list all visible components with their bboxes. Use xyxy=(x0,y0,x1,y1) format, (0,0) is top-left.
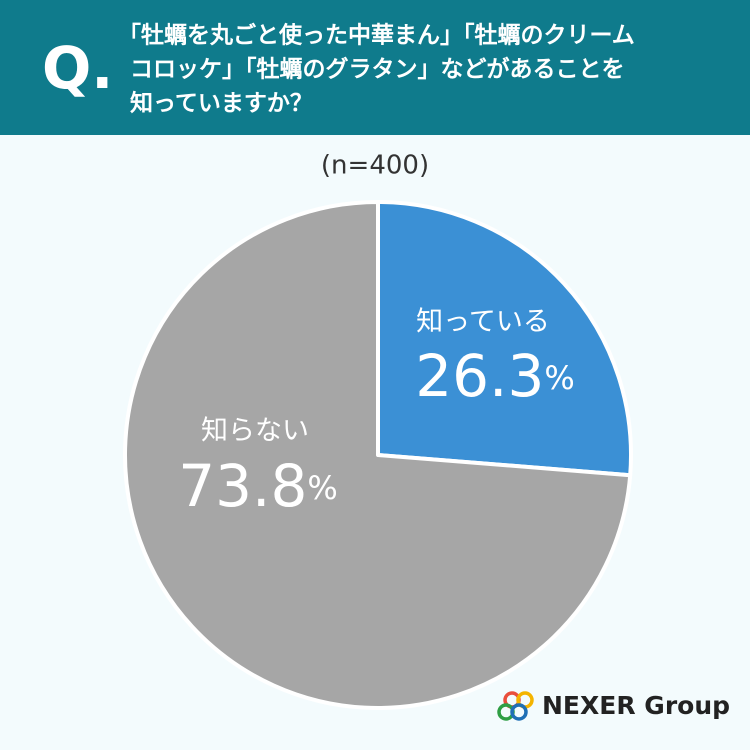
header-band xyxy=(0,0,750,135)
pie xyxy=(123,200,633,710)
value-label: 26.3% xyxy=(415,342,575,410)
logo: NEXER Group xyxy=(497,691,730,721)
chart-subtitle: (n=400) xyxy=(321,151,429,181)
pie-labels: 知っている 26.3% 知らない 73.8% xyxy=(178,307,575,521)
question-line: コロッケ」「牡蠣のグラタン」などがあることを xyxy=(130,56,625,83)
question-line: 「牡蠣を丸ごと使った中華まん」「牡蠣のクリーム xyxy=(118,22,635,49)
question-mark: Q. xyxy=(42,34,113,102)
slice-label: 知らない xyxy=(201,416,309,447)
logo-text: NEXER Group xyxy=(542,691,730,720)
pie-slice xyxy=(376,200,633,478)
pie-slice xyxy=(123,200,633,710)
slice-label: 知っている xyxy=(416,307,550,338)
question-line: 知っていますか？ xyxy=(130,90,313,117)
logo-icon xyxy=(510,703,528,721)
value-label: 73.8% xyxy=(178,452,338,520)
